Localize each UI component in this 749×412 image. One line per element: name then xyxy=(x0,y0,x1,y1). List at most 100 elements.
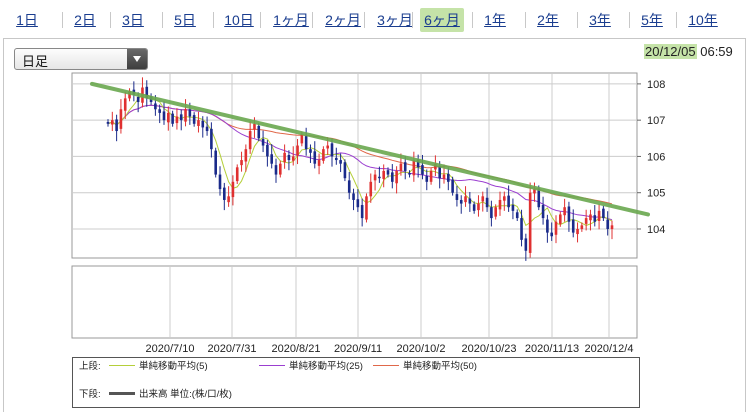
x-tick-label: 2020/7/31 xyxy=(208,343,257,355)
legend-upper-row: 上段: 単純移動平均(5) 単純移動平均(25) 単純移動平均(50) xyxy=(79,360,639,374)
chevron-down-icon[interactable] xyxy=(127,49,147,69)
candle-body xyxy=(210,128,213,150)
candle-body xyxy=(261,139,265,146)
candle-body xyxy=(434,163,437,170)
legend-lower-row: 下段: 出来高 単位:(株/口/枚) xyxy=(79,388,639,402)
candle-body xyxy=(610,225,614,229)
tab-separator xyxy=(162,12,163,28)
candle-body xyxy=(563,207,566,216)
candle-body xyxy=(416,159,420,168)
candle-body xyxy=(373,174,377,181)
candle-period-select[interactable]: 日足 xyxy=(14,48,148,70)
candle-body xyxy=(593,215,597,222)
legend-lower-label: 下段: xyxy=(79,389,101,400)
candle-body xyxy=(244,149,248,162)
tab-5[interactable]: 10日 xyxy=(224,12,254,28)
legend-sma50: 単純移動平均(50) xyxy=(369,360,477,374)
tab-3[interactable]: 3日 xyxy=(122,12,144,28)
candle-body xyxy=(279,163,282,175)
candle-body xyxy=(567,206,571,222)
candle-body xyxy=(184,109,187,122)
candle-body xyxy=(145,86,149,99)
x-tick-label: 2020/7/10 xyxy=(146,343,195,355)
candle-body xyxy=(175,116,179,124)
tab-8[interactable]: 3ヶ月 xyxy=(377,12,413,28)
candle-body xyxy=(283,152,286,163)
tab-13[interactable]: 5年 xyxy=(641,12,663,28)
candle-body xyxy=(524,238,528,251)
legend-sma25: 単純移動平均(25) xyxy=(255,360,363,374)
candle-period-value: 日足 xyxy=(22,54,49,69)
trendline xyxy=(90,81,650,217)
candle-body xyxy=(369,181,373,197)
x-tick-label: 2020/11/13 xyxy=(525,343,579,355)
candle-body xyxy=(227,196,230,203)
candle-body xyxy=(119,109,123,129)
sma5-label: 単純移動平均(5) xyxy=(139,361,208,372)
candle-body xyxy=(472,204,476,211)
tab-separator xyxy=(525,12,526,28)
candle-body xyxy=(421,165,424,175)
tab-separator xyxy=(213,12,214,28)
candle-body xyxy=(464,196,467,203)
sma25-swatch xyxy=(259,364,285,366)
candle-body xyxy=(429,170,433,182)
last-updated-timestamp: 20/12/05 06:59 xyxy=(644,44,733,59)
candle-body xyxy=(322,149,325,161)
candle-body xyxy=(550,232,553,237)
candle-body xyxy=(391,172,394,182)
candle-body xyxy=(214,150,217,175)
y-tick-label: 107 xyxy=(647,115,665,127)
candle-body xyxy=(171,113,174,124)
tab-6[interactable]: 1ヶ月 xyxy=(273,12,309,28)
candle-body xyxy=(313,151,317,164)
candle-body xyxy=(231,181,235,198)
candle-body xyxy=(507,195,510,208)
candle-body xyxy=(287,154,291,161)
candle-body xyxy=(511,205,515,211)
tab-separator xyxy=(629,12,630,28)
candle-body xyxy=(485,197,489,208)
sma5-line xyxy=(107,94,613,227)
tab-1[interactable]: 1日 xyxy=(16,12,38,28)
candle-body xyxy=(266,144,269,157)
candle-body xyxy=(498,199,502,210)
legend-sma5: 単純移動平均(5) xyxy=(105,360,208,374)
tab-9[interactable]: 6ヶ月 xyxy=(420,8,464,32)
candle-body xyxy=(106,121,110,124)
tab-10[interactable]: 1年 xyxy=(484,12,506,28)
candle-body xyxy=(188,109,192,117)
tab-2[interactable]: 2日 xyxy=(74,12,96,28)
candle-body xyxy=(115,119,118,132)
tab-11[interactable]: 2年 xyxy=(537,12,559,28)
candle-body xyxy=(584,218,588,224)
candle-body xyxy=(291,156,295,161)
candle-body xyxy=(352,193,355,200)
sma25-label: 単純移動平均(25) xyxy=(289,361,363,372)
candle-body xyxy=(468,198,472,204)
candle-body xyxy=(571,219,575,233)
candle-body xyxy=(240,160,243,166)
tab-4[interactable]: 5日 xyxy=(174,12,196,28)
candle-body xyxy=(360,205,364,219)
x-tick-label: 2020/10/2 xyxy=(397,343,446,355)
candle-body xyxy=(503,196,506,201)
x-tick-label: 2020/12/4 xyxy=(585,343,634,355)
tab-14[interactable]: 10年 xyxy=(688,12,718,28)
candle-body xyxy=(382,170,385,179)
candle-body xyxy=(309,149,312,153)
candle-body xyxy=(218,174,222,190)
candle-body xyxy=(257,125,261,139)
candle-body xyxy=(477,203,480,211)
candle-body xyxy=(339,160,342,164)
tab-12[interactable]: 3年 xyxy=(589,12,611,28)
candle-body xyxy=(223,187,226,200)
sma5-swatch xyxy=(109,364,135,366)
x-tick-label: 2020/9/11 xyxy=(334,343,382,355)
tab-7[interactable]: 2ヶ月 xyxy=(325,12,361,28)
candle-body xyxy=(408,173,411,175)
candle-body xyxy=(546,219,549,233)
candle-body xyxy=(270,154,273,164)
candle-body xyxy=(343,162,347,179)
candle-body xyxy=(253,123,256,130)
